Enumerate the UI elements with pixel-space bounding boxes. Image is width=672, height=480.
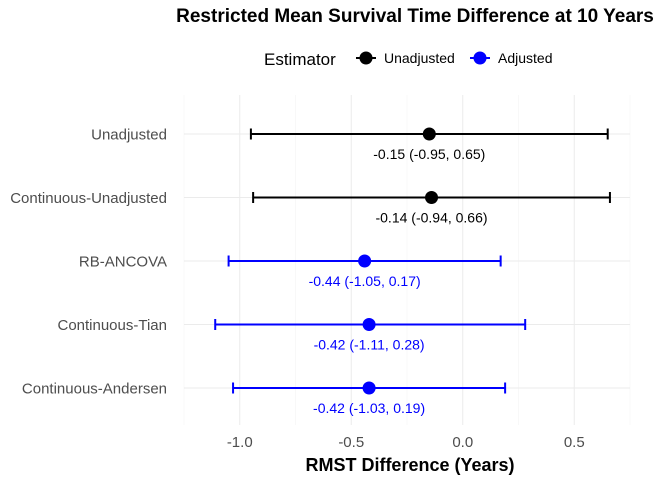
x-tick-label: 0.0: [452, 434, 473, 451]
chart-title: Restricted Mean Survival Time Difference…: [176, 6, 654, 27]
estimate-annotation: -0.42 (-1.11, 0.28): [314, 337, 425, 353]
point-estimate: [425, 191, 439, 204]
estimate-annotation: -0.15 (-0.95, 0.65): [373, 146, 485, 162]
x-tick-label: -0.5: [338, 434, 364, 451]
y-tick-label: RB-ANCOVA: [79, 254, 167, 271]
estimate-annotation: -0.14 (-0.94, 0.66): [375, 210, 487, 226]
y-tick-label: Continuous-Tian: [57, 317, 167, 334]
x-tick-label: 0.5: [564, 434, 585, 451]
legend-title: Estimator: [264, 50, 336, 69]
forest-row: -0.44 (-1.05, 0.17): [227, 254, 502, 289]
forest-row: -0.15 (-0.95, 0.65): [249, 127, 609, 162]
x-axis-label: RMST Difference (Years): [305, 455, 514, 475]
point-estimate: [422, 127, 436, 141]
legend-entry: Unadjusted: [356, 50, 455, 66]
estimate-annotation: -0.42 (-1.03, 0.19): [313, 400, 425, 416]
point-estimate: [362, 381, 376, 395]
forest-row: -0.42 (-1.03, 0.19): [232, 381, 507, 416]
y-tick-label: Continuous-Unadjusted: [10, 190, 167, 207]
forest-row: -0.14 (-0.94, 0.66): [252, 191, 611, 226]
y-tick-label: Unadjusted: [91, 127, 167, 144]
legend: Estimator Unadjusted Adjusted: [264, 50, 552, 69]
legend-key-point: [473, 51, 487, 65]
legend-label: Unadjusted: [384, 50, 455, 66]
estimate-annotation: -0.44 (-1.05, 0.17): [309, 273, 421, 289]
point-estimate: [362, 318, 376, 331]
y-tick-label: Continuous-Andersen: [22, 381, 167, 398]
legend-label: Adjusted: [498, 50, 552, 66]
legend-key-point: [359, 51, 373, 65]
point-estimate: [358, 254, 372, 268]
x-tick-label: -1.0: [227, 434, 253, 451]
forest-row: -0.42 (-1.11, 0.28): [214, 318, 527, 353]
legend-entry: Adjusted: [470, 50, 552, 66]
